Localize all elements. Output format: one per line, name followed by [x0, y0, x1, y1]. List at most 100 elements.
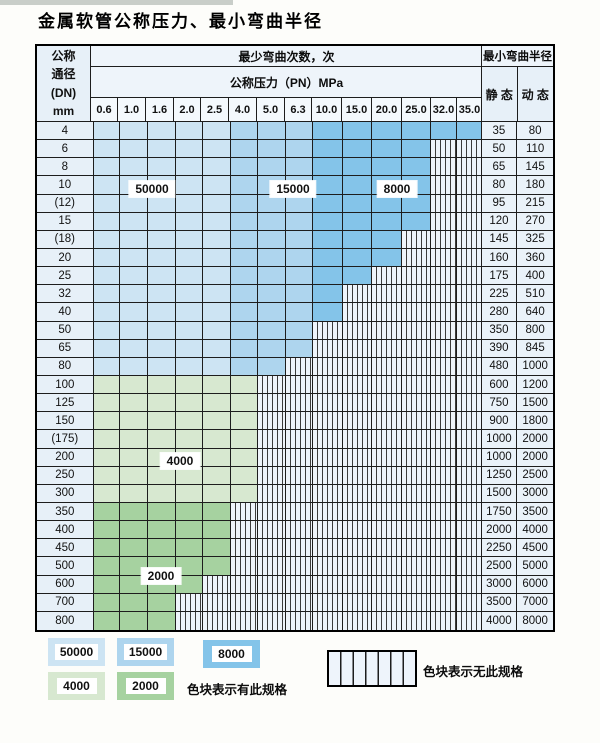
spec-available-cell	[312, 176, 343, 194]
spec-unavailable-cell	[258, 394, 287, 412]
spec-available-cell	[258, 122, 287, 140]
dynamic-radius-cell: 145	[517, 158, 553, 176]
spec-unavailable-cell	[258, 557, 287, 575]
pressure-value-header: 5.0	[257, 98, 285, 121]
spec-unavailable-cell	[342, 502, 373, 521]
spec-unavailable-cell	[402, 430, 431, 448]
legend-chip: 50000	[48, 638, 105, 666]
spec-unavailable-cell	[430, 140, 457, 158]
spec-unavailable-cell	[456, 412, 482, 430]
spec-unavailable-cell	[402, 357, 431, 375]
legend-chip-label: 8000	[211, 646, 252, 662]
spec-available-cell	[93, 176, 121, 194]
spec-available-cell	[230, 357, 259, 375]
static-radius-cell: 145	[481, 230, 518, 248]
spec-available-cell	[202, 230, 231, 248]
spec-unavailable-cell	[286, 557, 313, 575]
dn-cell: 700	[37, 593, 94, 611]
spec-unavailable-cell	[430, 611, 457, 630]
spec-available-cell	[286, 321, 313, 339]
spec-unavailable-cell	[402, 539, 431, 557]
spec-available-cell	[312, 267, 343, 285]
spec-unavailable-cell	[402, 502, 431, 521]
pressure-value-header: 0.6	[91, 98, 118, 121]
spec-unavailable-cell	[312, 539, 343, 557]
dynamic-radius-cell: 4000	[517, 521, 553, 539]
spec-available-cell	[175, 285, 203, 303]
spec-available-cell	[93, 448, 121, 466]
spec-unavailable-cell	[456, 158, 482, 176]
spec-unavailable-cell	[430, 194, 457, 212]
spec-available-cell	[93, 212, 121, 230]
spec-unavailable-cell	[286, 430, 313, 448]
spec-available-cell	[120, 484, 149, 502]
spec-available-cell	[342, 158, 373, 176]
spec-available-cell	[372, 212, 403, 230]
spec-available-cell	[342, 176, 373, 194]
spec-unavailable-cell	[430, 502, 457, 521]
spec-available-cell	[258, 248, 287, 267]
spec-available-cell	[286, 267, 313, 285]
dynamic-radius-cell: 640	[517, 303, 553, 321]
spec-available-cell	[175, 357, 203, 375]
spec-available-cell	[202, 430, 231, 448]
spec-available-cell	[202, 140, 231, 158]
spec-unavailable-cell	[402, 339, 431, 357]
spec-available-cell	[286, 140, 313, 158]
spec-available-cell	[175, 267, 203, 285]
spec-available-cell	[342, 230, 373, 248]
spec-available-cell	[258, 339, 287, 357]
table-row: 250 1250 2500	[37, 466, 553, 485]
table-row: 400 2000 4000	[37, 521, 553, 540]
radius-header-block: 最小弯曲半径 静 态 动 态	[481, 46, 553, 121]
spec-available-cell	[148, 140, 176, 158]
spec-available-cell	[230, 212, 259, 230]
table-row: 6 50 110	[37, 140, 553, 159]
dynamic-radius-cell: 180	[517, 176, 553, 194]
spec-available-cell	[148, 212, 176, 230]
spec-available-cell	[202, 158, 231, 176]
dn-header-line: 通径	[51, 67, 76, 81]
spec-available-cell	[93, 357, 121, 375]
spec-unavailable-cell	[312, 466, 343, 484]
spec-unavailable-cell	[342, 412, 373, 430]
spec-unavailable-cell	[312, 375, 343, 394]
spec-unavailable-cell	[258, 593, 287, 611]
table-row: (175) 1000 2000	[37, 430, 553, 449]
cycle-count-label: 2000	[141, 568, 181, 584]
dn-cell: 250	[37, 466, 94, 484]
legend-hatch-box	[327, 650, 417, 687]
dynamic-radius-cell: 510	[517, 285, 553, 303]
spec-unavailable-cell	[402, 321, 431, 339]
spec-unavailable-cell	[430, 321, 457, 339]
spec-available-cell	[120, 466, 149, 484]
spec-available-cell	[120, 539, 149, 557]
spec-available-cell	[202, 303, 231, 321]
static-radius-cell: 225	[481, 285, 518, 303]
dn-cell: 500	[37, 557, 94, 575]
spec-unavailable-cell	[230, 539, 259, 557]
spec-available-cell	[202, 194, 231, 212]
static-radius-cell: 175	[481, 267, 518, 285]
spec-available-cell	[120, 230, 149, 248]
spec-available-cell	[230, 248, 259, 267]
spec-unavailable-cell	[402, 303, 431, 321]
spec-available-cell	[175, 375, 203, 394]
spec-available-cell	[93, 194, 121, 212]
spec-available-cell	[286, 339, 313, 357]
spec-available-cell	[402, 122, 431, 140]
spec-available-cell	[120, 212, 149, 230]
spec-available-cell	[175, 412, 203, 430]
spec-available-cell	[120, 248, 149, 267]
spec-unavailable-cell	[202, 575, 231, 593]
pressure-value-header: 35.0	[457, 98, 482, 121]
dn-header-line: (DN)	[50, 85, 77, 100]
spec-available-cell	[175, 140, 203, 158]
table-row: 25 175 400	[37, 267, 553, 286]
spec-available-cell	[286, 248, 313, 267]
static-dynamic-row: 静 态 动 态	[482, 67, 553, 121]
spec-unavailable-cell	[372, 412, 403, 430]
spec-available-cell	[120, 521, 149, 539]
spec-unavailable-cell	[372, 375, 403, 394]
spec-unavailable-cell	[372, 611, 403, 630]
